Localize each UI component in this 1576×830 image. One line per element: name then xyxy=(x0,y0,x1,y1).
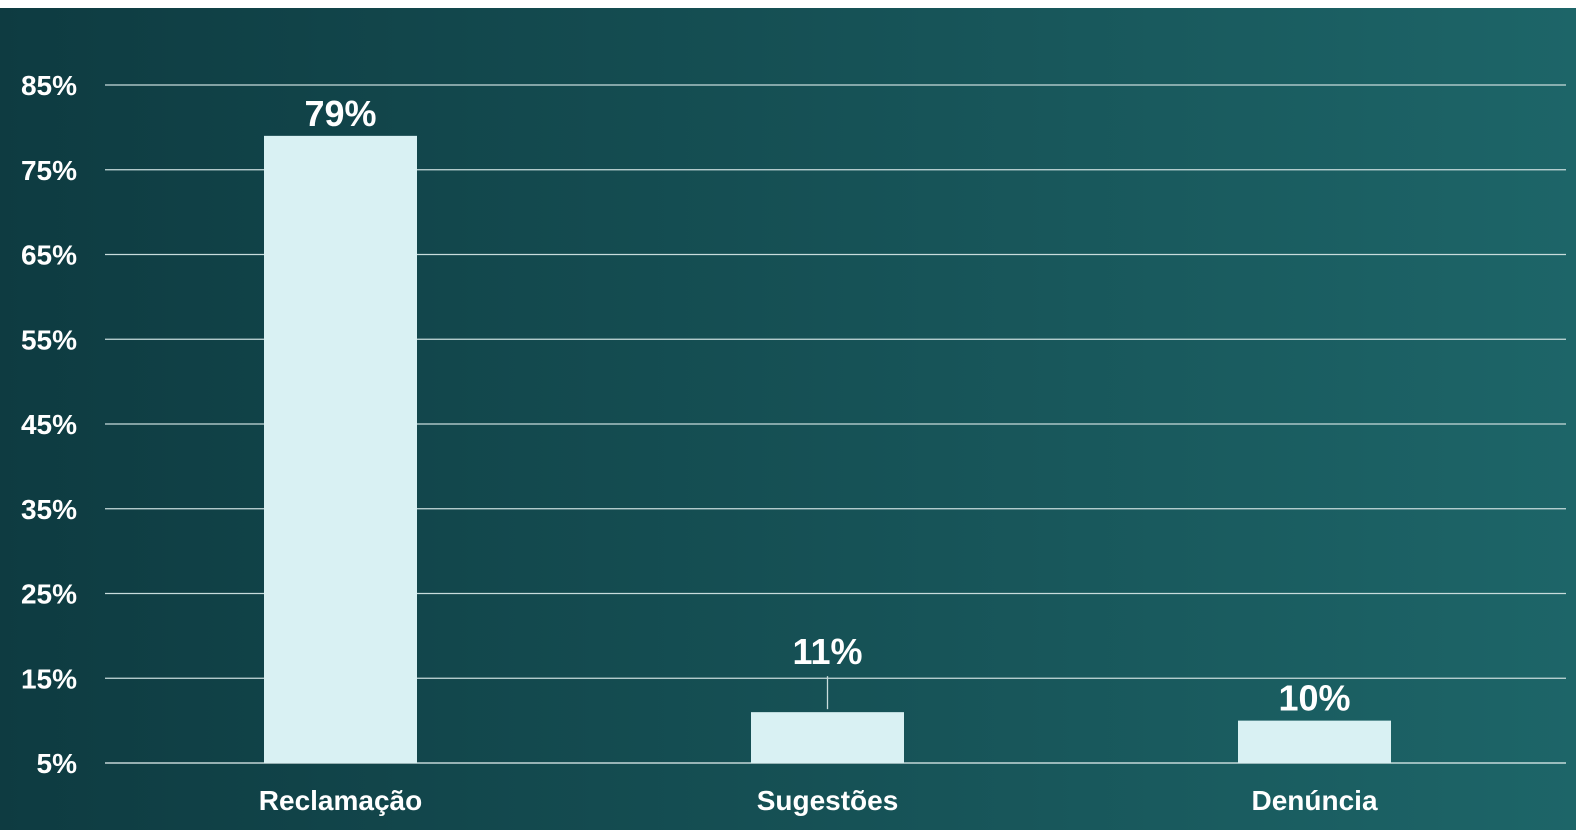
y-axis-ticks: 5% 15% 25% 35% 45% 55% 65% 75% 85% xyxy=(21,70,77,779)
y-tick-label: 75% xyxy=(21,155,77,186)
y-tick-label: 85% xyxy=(21,70,77,101)
bar-1 xyxy=(751,712,904,763)
y-tick-label: 45% xyxy=(21,409,77,440)
bar-2 xyxy=(1238,720,1391,763)
data-label: 10% xyxy=(1278,678,1350,719)
x-category-label: Denúncia xyxy=(1251,785,1377,816)
y-tick-label: 5% xyxy=(37,748,78,779)
x-axis-categories: Reclamação Sugestões Denúncia xyxy=(259,785,1378,816)
y-tick-label: 65% xyxy=(21,240,77,271)
bar-0 xyxy=(264,135,417,764)
chart-svg: 5% 15% 25% 35% 45% 55% 65% 75% 85% 79% 11% 10% Rec… xyxy=(0,8,1576,830)
x-category-label: Reclamação xyxy=(259,785,422,816)
data-labels: 79% 11% 10% xyxy=(304,93,1350,719)
bars xyxy=(264,135,1391,764)
x-category-label: Sugestões xyxy=(757,785,899,816)
data-label: 79% xyxy=(304,93,376,134)
bar-chart: 5% 15% 25% 35% 45% 55% 65% 75% 85% 79% 11% 10% Rec… xyxy=(0,8,1576,830)
data-label: 11% xyxy=(792,631,862,672)
y-tick-label: 35% xyxy=(21,494,77,525)
y-tick-label: 15% xyxy=(21,663,77,694)
y-tick-label: 25% xyxy=(21,579,77,610)
y-tick-label: 55% xyxy=(21,324,77,355)
chart-background xyxy=(0,8,1576,830)
